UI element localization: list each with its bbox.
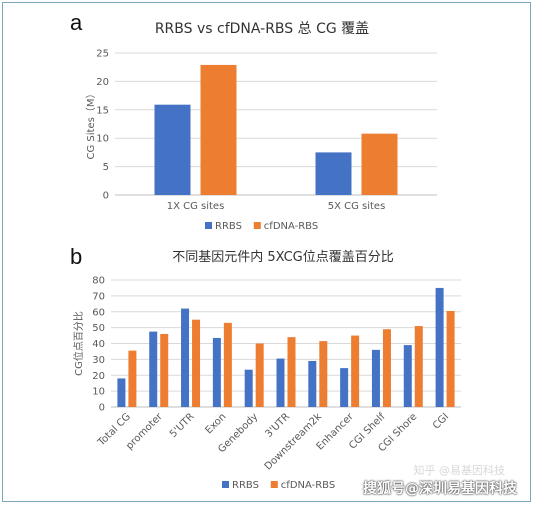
panel-label-a: a [70, 10, 83, 35]
y-axis-label: CG Sites（M） [85, 89, 97, 160]
bar-rrbs [340, 368, 349, 407]
bar-cfdna-rbs [255, 343, 264, 407]
bar-rrbs [371, 349, 380, 407]
legend-swatch [222, 481, 229, 488]
bar-rrbs [181, 308, 190, 407]
chart-title: RRBS vs cfDNA-RBS 总 CG 覆盖 [155, 21, 369, 37]
bar-cfdna-rbs [382, 329, 391, 407]
y-tick-label: 5 [103, 162, 109, 173]
y-tick-label: 20 [92, 371, 105, 382]
y-tick-label: 10 [92, 387, 105, 398]
legend-label: cfDNA-RBS [281, 480, 335, 491]
y-axis-label: CG位点百分比 [72, 311, 85, 376]
chart-title: 不同基因元件内 5XCG位点覆盖百分比 [172, 249, 394, 265]
bar-rrbs [244, 369, 253, 407]
y-tick-label: 0 [103, 191, 109, 202]
x-tick-label: 3'UTR [263, 411, 292, 440]
y-tick-label: 80 [92, 276, 105, 287]
bar-rrbs [308, 360, 317, 407]
bar-cfdna-rbs [287, 337, 296, 407]
x-tick-label: 5X CG sites [328, 201, 386, 212]
watermark-faint: 知乎 @易基因科技 [413, 464, 506, 477]
legend-label: RRBS [215, 221, 242, 232]
y-tick-label: 50 [92, 323, 105, 334]
bar-rrbs [435, 287, 444, 407]
x-tick-label: Exon [203, 411, 228, 436]
y-tick-label: 20 [96, 77, 109, 88]
bar-rrbs [212, 337, 221, 407]
y-tick-label: 60 [92, 307, 105, 318]
x-tick-label: Downstream2k [263, 411, 324, 472]
panel-label-b: b [70, 244, 83, 269]
bar-rrbs [315, 152, 352, 195]
legend-swatch [253, 222, 261, 229]
y-tick-label: 15 [96, 105, 109, 116]
x-tick-label: CGI [431, 411, 451, 431]
y-tick-label: 25 [96, 49, 109, 60]
bar-cfdna-rbs [351, 335, 360, 407]
bar-cfdna-rbs [361, 133, 398, 195]
bar-cfdna-rbs [160, 333, 169, 407]
bar-rrbs [154, 104, 191, 195]
legend-swatch [205, 222, 212, 229]
bar-rrbs [149, 331, 158, 407]
legend-swatch [270, 481, 278, 488]
bar-cfdna-rbs [414, 326, 423, 407]
x-tick-label: 1X CG sites [167, 201, 225, 212]
bar-cfdna-rbs [319, 341, 328, 407]
bar-cfdna-rbs [192, 319, 201, 407]
bar-cfdna-rbs [223, 322, 232, 407]
y-tick-label: 10 [96, 134, 109, 145]
bar-cfdna-rbs [446, 310, 455, 407]
bar-rrbs [403, 345, 412, 407]
y-tick-label: 30 [92, 355, 105, 366]
watermark: 搜狐号@深圳易基因科技 [363, 481, 517, 497]
legend-label: cfDNA-RBS [264, 221, 318, 232]
legend-label: RRBS [232, 480, 259, 491]
bar-cfdna-rbs [128, 350, 137, 407]
bar-cfdna-rbs [200, 64, 237, 195]
y-tick-label: 70 [92, 291, 105, 302]
y-tick-label: 40 [92, 339, 105, 350]
figure-frame [2, 2, 531, 502]
x-tick-label: 5'UTR [168, 411, 197, 440]
y-tick-label: 0 [99, 403, 105, 414]
bar-rrbs [117, 378, 126, 407]
bar-rrbs [276, 358, 285, 407]
